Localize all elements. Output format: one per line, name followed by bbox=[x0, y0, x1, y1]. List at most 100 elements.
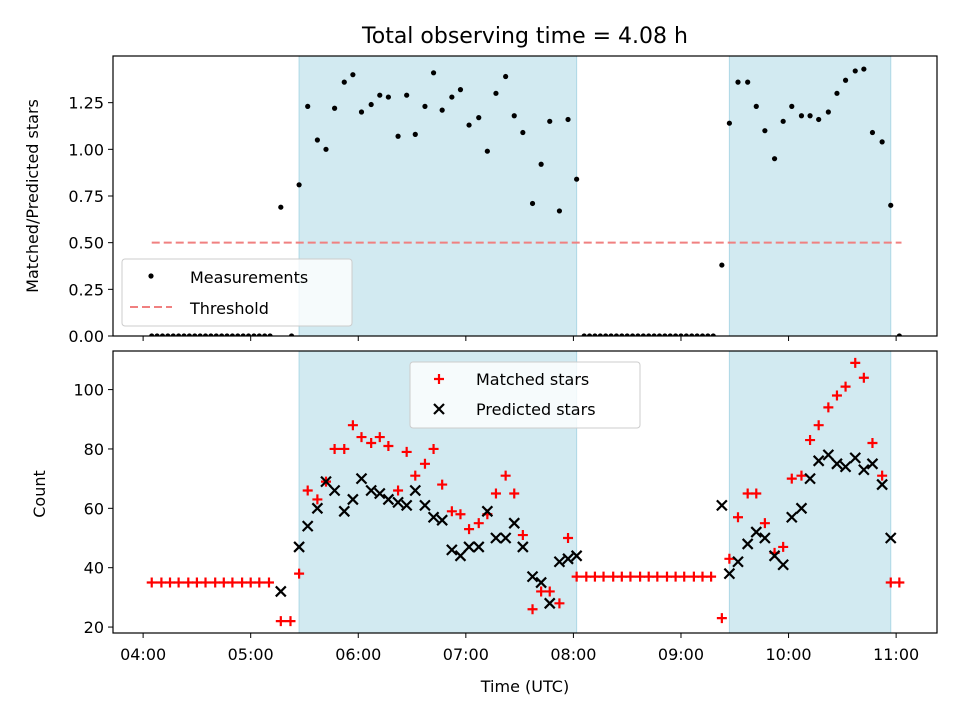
measurement-point bbox=[565, 116, 571, 123]
matched-star-point bbox=[191, 577, 202, 588]
measurement-point bbox=[719, 262, 725, 268]
predicted-star-point bbox=[400, 499, 413, 512]
measurement-point bbox=[245, 333, 252, 336]
measurement-point bbox=[592, 333, 598, 336]
x-tick-label: 08:00 bbox=[550, 645, 596, 664]
legend-predicted-marker bbox=[433, 403, 445, 415]
matched-star-point bbox=[437, 479, 448, 490]
measurement-point bbox=[278, 204, 284, 210]
predicted-star-point bbox=[347, 493, 359, 506]
measurement-point bbox=[834, 90, 840, 96]
predicted-star-point bbox=[822, 449, 835, 461]
matched-star-point bbox=[805, 435, 816, 446]
matched-star-point bbox=[401, 446, 412, 457]
measurement-point bbox=[710, 333, 716, 336]
measurement-point bbox=[219, 333, 225, 336]
measurement-point bbox=[186, 333, 192, 336]
legend-measurement-marker bbox=[148, 273, 154, 279]
matched-star-point bbox=[894, 577, 905, 588]
measurement-point bbox=[656, 333, 663, 336]
matched-star-point bbox=[263, 577, 274, 588]
measurement-point bbox=[646, 333, 652, 336]
bottom-shaded-interval-1 bbox=[729, 351, 891, 633]
measurement-point bbox=[466, 122, 472, 128]
legend-box bbox=[121, 258, 353, 327]
matched-star-point bbox=[850, 357, 861, 368]
measurement-point bbox=[229, 333, 236, 336]
matched-star-point bbox=[616, 571, 627, 582]
predicted-star-point bbox=[355, 472, 368, 485]
predicted-star-point bbox=[526, 570, 539, 583]
predicted-star-point bbox=[543, 597, 556, 610]
measurement-point bbox=[176, 333, 182, 336]
measurement-point bbox=[753, 103, 759, 109]
matched-star-point bbox=[885, 577, 896, 588]
matched-star-point bbox=[366, 438, 377, 449]
matched-star-point bbox=[275, 616, 286, 627]
matched-star-point bbox=[554, 598, 565, 609]
measurement-point bbox=[288, 333, 295, 336]
predicted-star-point bbox=[293, 541, 305, 553]
measurement-point bbox=[341, 79, 347, 85]
predicted-star-point bbox=[786, 511, 798, 524]
measurement-point bbox=[667, 333, 673, 336]
measurement-point bbox=[149, 333, 155, 336]
measurement-point bbox=[493, 90, 499, 96]
matched-star-point bbox=[473, 518, 484, 529]
legend-label-matched: Matched stars bbox=[476, 370, 589, 389]
predicted-star-point bbox=[338, 505, 351, 518]
bottom-plot-frame bbox=[112, 350, 938, 634]
measurement-point bbox=[789, 103, 795, 109]
measurement-point bbox=[816, 116, 822, 123]
matched-star-point bbox=[245, 577, 256, 588]
measurement-point bbox=[597, 333, 603, 336]
legend-label-threshold: Threshold bbox=[189, 299, 269, 318]
matched-star-point bbox=[146, 577, 157, 588]
matched-star-point bbox=[858, 372, 869, 383]
predicted-star-point bbox=[795, 502, 808, 515]
top-y-tick-label: 0.75 bbox=[68, 187, 104, 206]
predicted-star-point bbox=[535, 576, 547, 589]
predicted-star-point bbox=[849, 452, 862, 464]
matched-star-point bbox=[831, 390, 842, 401]
predicted-star-point bbox=[365, 484, 377, 497]
measurement-point bbox=[807, 113, 813, 119]
x-tick-label: 11:00 bbox=[873, 645, 919, 664]
matched-star-point bbox=[410, 470, 421, 481]
matched-star-point bbox=[589, 571, 600, 582]
measurement-point bbox=[170, 333, 176, 336]
bottom-legend: Matched stars Predicted stars bbox=[409, 361, 641, 429]
matched-star-point bbox=[356, 432, 367, 443]
matched-star-point bbox=[419, 458, 430, 469]
predicted-star-point bbox=[570, 550, 583, 562]
measurement-point bbox=[556, 208, 563, 214]
top-y-tick-label: 1.00 bbox=[68, 140, 104, 159]
matched-star-point bbox=[536, 586, 547, 597]
measurement-point bbox=[314, 137, 320, 143]
measurement-point bbox=[529, 200, 536, 207]
measurement-point bbox=[192, 333, 198, 336]
measurement-point bbox=[673, 333, 679, 336]
measurement-point bbox=[581, 333, 587, 336]
measurement-point bbox=[358, 109, 365, 115]
measurement-point bbox=[586, 333, 593, 336]
measurement-point bbox=[235, 333, 241, 336]
measurement-point bbox=[331, 105, 338, 111]
matched-star-point bbox=[625, 571, 636, 582]
measurement-point bbox=[197, 333, 203, 336]
measurement-point bbox=[251, 333, 257, 336]
measurement-point bbox=[208, 333, 214, 336]
predicted-star-point bbox=[301, 520, 314, 532]
measurement-point bbox=[439, 107, 445, 113]
legend-label-predicted: Predicted stars bbox=[476, 400, 596, 419]
x-tick-label: 05:00 bbox=[228, 645, 274, 664]
matched-star-point bbox=[183, 577, 194, 588]
predicted-star-point bbox=[311, 502, 324, 515]
measurement-point bbox=[861, 66, 867, 72]
predicted-star-point bbox=[517, 541, 529, 553]
x-tick-label: 06:00 bbox=[335, 645, 381, 664]
predicted-star-point bbox=[427, 511, 440, 524]
predicted-star-point bbox=[866, 458, 879, 470]
measurement-point bbox=[520, 129, 526, 136]
